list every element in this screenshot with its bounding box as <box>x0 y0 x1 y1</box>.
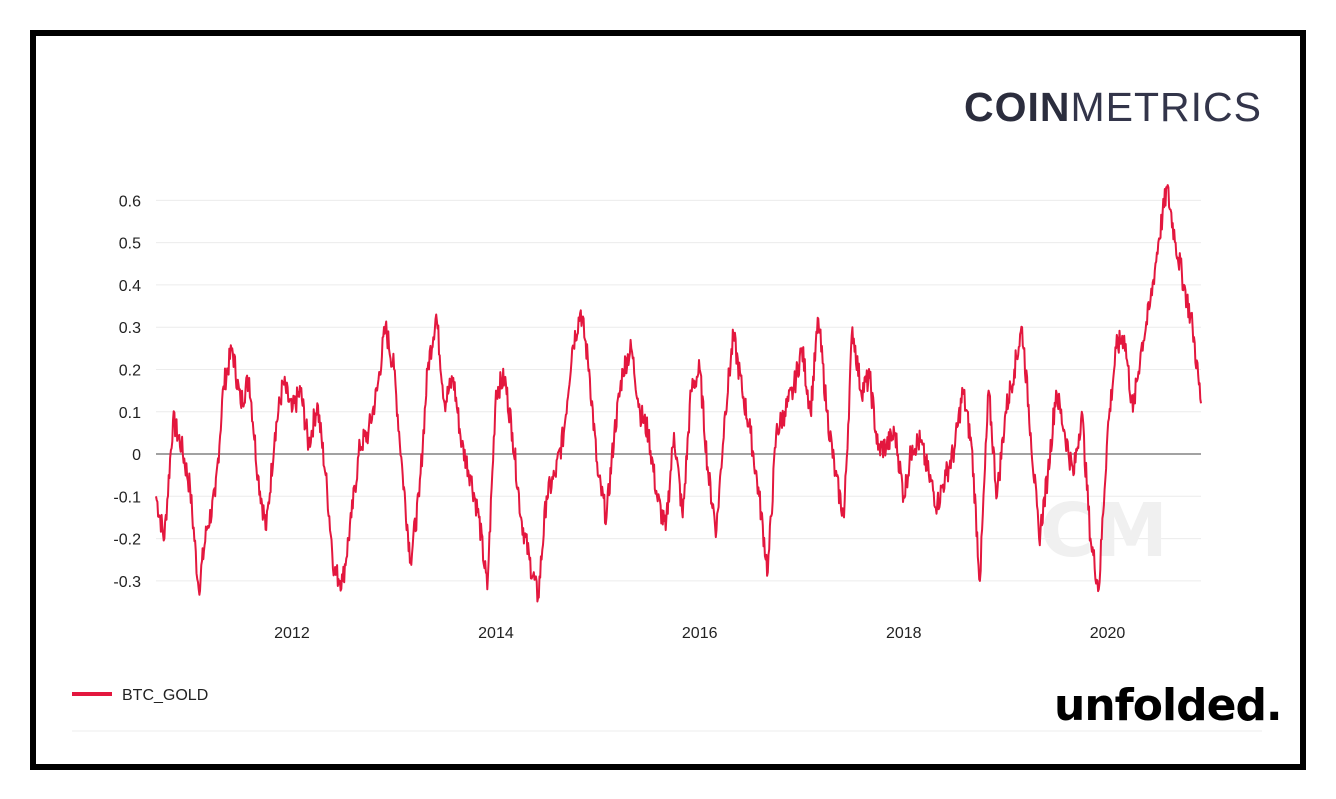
y-tick-label: 0 <box>132 447 141 464</box>
y-tick-label: 0.3 <box>119 320 141 337</box>
legend[interactable]: BTC_GOLD <box>72 687 208 704</box>
unfolded-logo: unfolded. <box>1054 680 1283 731</box>
y-tick-label: 0.6 <box>119 193 141 210</box>
coinmetrics-logo: COINMETRICS <box>964 84 1262 130</box>
x-tick-label: 2016 <box>682 625 718 642</box>
y-tick-label: 0.2 <box>119 362 141 379</box>
x-tick-label: 2020 <box>1090 625 1126 642</box>
y-tick-label: -0.2 <box>113 532 141 549</box>
y-tick-label: 0.5 <box>119 236 141 253</box>
x-axis-ticks: 2012 2014 2016 2018 2020 <box>274 625 1125 642</box>
grid-lines <box>156 199 1201 582</box>
y-tick-label: -0.3 <box>113 574 141 591</box>
series-btc-gold-line <box>155 184 1202 603</box>
x-tick-label: 2012 <box>274 625 310 642</box>
legend-label-btc-gold: BTC_GOLD <box>122 687 208 704</box>
y-axis-ticks: 0.6 0.5 0.4 0.3 0.2 0.1 0 -0.1 -0.2 -0.3 <box>113 193 141 590</box>
y-tick-label: -0.1 <box>113 489 141 506</box>
y-tick-label: 0.4 <box>119 278 141 295</box>
y-tick-label: 0.1 <box>119 405 141 422</box>
x-tick-label: 2014 <box>478 625 514 642</box>
x-tick-label: 2018 <box>886 625 922 642</box>
